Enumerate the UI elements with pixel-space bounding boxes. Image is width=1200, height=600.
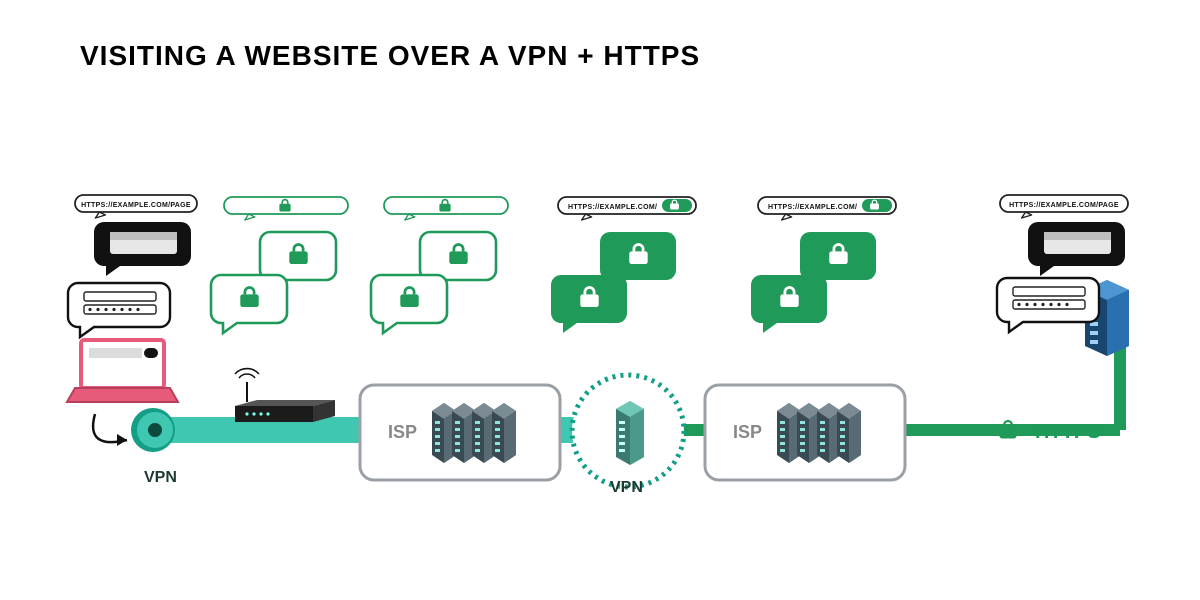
diagram-stage: VPN ISP ISP VPN HTTPS HTTPS://EXAMPLE.COM/PAG… — [0, 0, 1200, 600]
encrypted-bubble-solid — [751, 275, 827, 333]
page-content-bubble — [94, 222, 191, 276]
laptop-arrow-head — [117, 434, 127, 446]
page-content-bubble — [1028, 222, 1125, 276]
laptop-icon — [67, 340, 178, 402]
url-pill-encrypted — [224, 197, 348, 220]
svg-text:HTTPS://EXAMPLE.COM/: HTTPS://EXAMPLE.COM/ — [768, 204, 857, 211]
encrypted-bubble-outline — [371, 275, 447, 333]
url-pill: HTTPS://EXAMPLE.COM/PAGE — [75, 195, 197, 218]
svg-text:VPN: VPN — [610, 479, 643, 496]
url-pill-partial: HTTPS://EXAMPLE.COM/ — [558, 197, 696, 220]
login-credentials-bubble — [997, 278, 1099, 332]
svg-text:HTTPS://EXAMPLE.COM/PAGE: HTTPS://EXAMPLE.COM/PAGE — [1009, 202, 1119, 209]
url-pill-encrypted — [384, 197, 508, 220]
svg-text:HTTPS://EXAMPLE.COM/PAGE: HTTPS://EXAMPLE.COM/PAGE — [81, 202, 191, 209]
isp-box-2: ISP — [705, 385, 905, 480]
encrypted-bubble-solid — [551, 275, 627, 333]
url-pill: HTTPS://EXAMPLE.COM/PAGE — [1000, 195, 1128, 218]
svg-text:ISP: ISP — [733, 422, 762, 442]
encrypted-bubble-outline — [211, 275, 287, 333]
vpn-tunnel-hole — [148, 423, 162, 437]
isp-box-1: ISP — [360, 385, 560, 480]
router-icon — [235, 369, 335, 422]
svg-text:HTTPS: HTTPS — [1035, 421, 1101, 443]
svg-text:HTTPS://EXAMPLE.COM/: HTTPS://EXAMPLE.COM/ — [568, 204, 657, 211]
svg-text:ISP: ISP — [388, 422, 417, 442]
url-pill-partial: HTTPS://EXAMPLE.COM/ — [758, 197, 896, 220]
vpn-node: VPN — [572, 375, 684, 496]
login-credentials-bubble — [68, 283, 170, 337]
svg-text:VPN: VPN — [144, 469, 177, 486]
